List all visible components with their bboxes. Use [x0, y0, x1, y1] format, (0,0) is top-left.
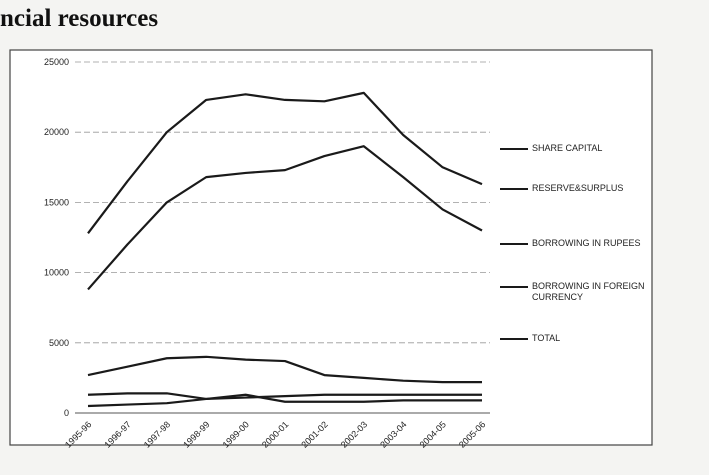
legend-entry: SHARE CAPITAL	[500, 143, 672, 154]
chart-title: ncial resources	[0, 5, 158, 32]
legend-entry: RESERVE&SURPLUS	[500, 183, 672, 194]
legend-entry: BORROWING IN FOREIGN CURRENCY	[500, 281, 672, 303]
y-tick-label: 5000	[49, 338, 69, 348]
legend-swatch	[500, 188, 528, 190]
chart-frame	[9, 49, 653, 446]
legend-label: TOTAL	[532, 333, 561, 343]
legend-entry: BORROWING IN RUPEES	[500, 238, 672, 249]
series-line	[87, 145, 483, 291]
y-tick-label: 15000	[44, 197, 69, 207]
series-line	[87, 91, 483, 234]
series-line	[87, 392, 482, 401]
legend-swatch	[500, 286, 528, 288]
legend-label: SHARE CAPITAL	[532, 143, 603, 153]
y-tick-label: 0	[64, 408, 69, 418]
legend-label: BORROWING IN RUPEES	[532, 238, 641, 248]
legend-entry: TOTAL	[500, 333, 672, 344]
legend-swatch	[500, 148, 528, 150]
y-tick-label: 20000	[44, 127, 69, 137]
y-tick-label: 25000	[44, 57, 69, 67]
legend-swatch	[500, 338, 528, 340]
series-line	[87, 393, 482, 408]
y-tick-label: 10000	[44, 268, 69, 278]
legend-label: BORROWING IN FOREIGN CURRENCY	[532, 281, 645, 302]
legend-label: RESERVE&SURPLUS	[532, 183, 624, 193]
legend-swatch	[500, 243, 528, 245]
series-line	[87, 355, 482, 384]
